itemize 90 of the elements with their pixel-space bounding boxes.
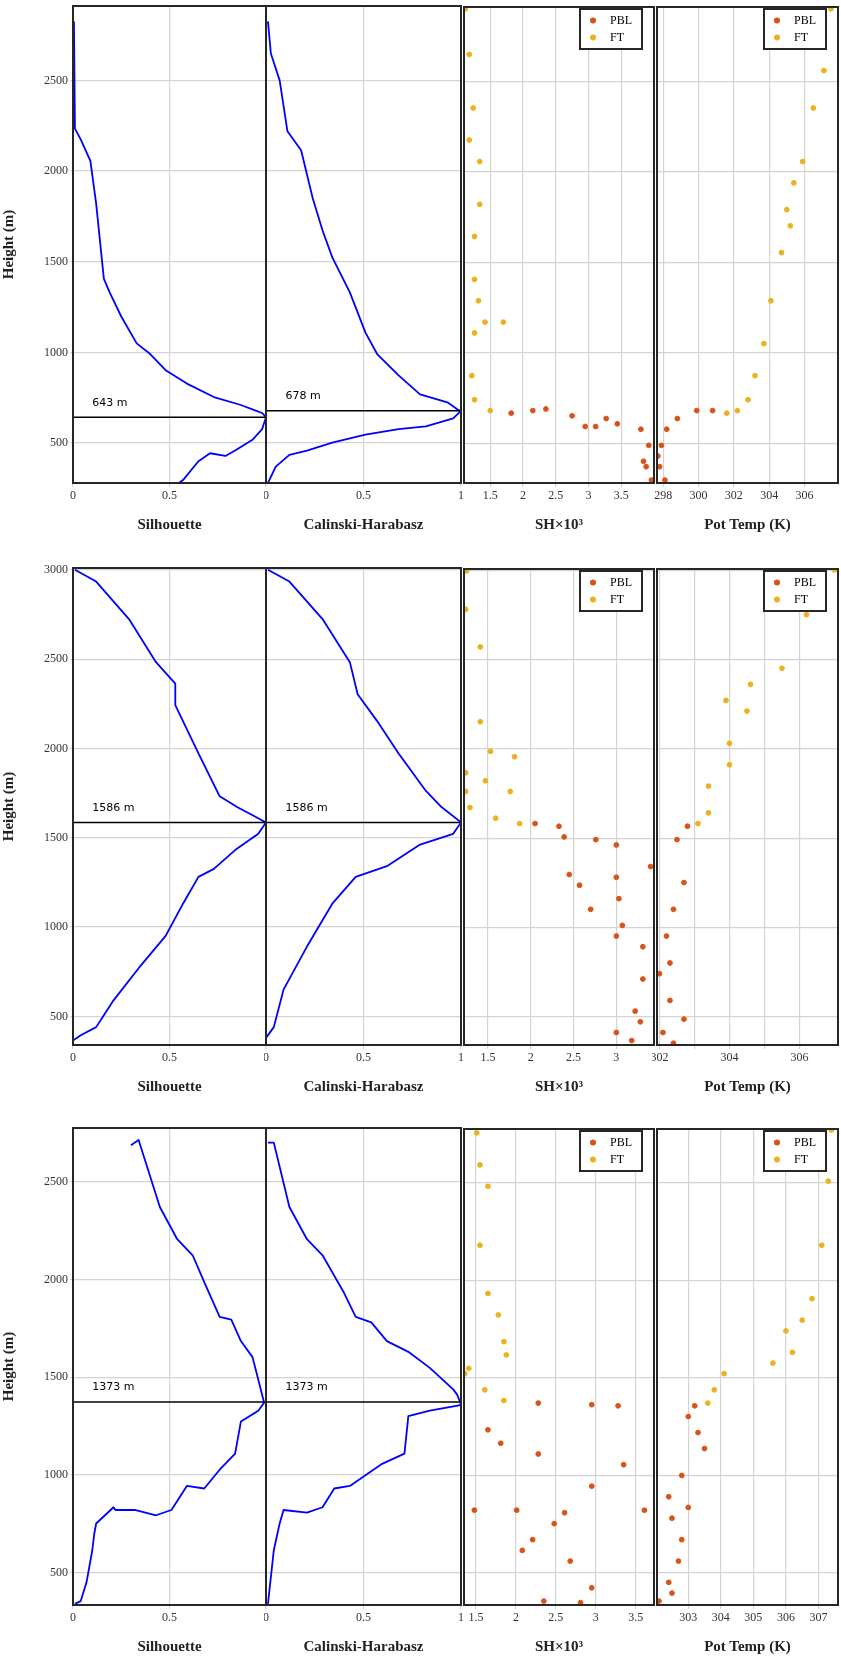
x-axis-title: SH×10³: [534, 515, 584, 532]
x-tick-label: 0.5: [162, 1050, 177, 1065]
x-tick-label: 306: [776, 1610, 795, 1625]
x-tick-label: 0.5: [162, 488, 177, 503]
y-axis-title: Height (m): [0, 1331, 17, 1402]
x-tick-label: 1: [458, 488, 464, 503]
legend-label: PBL: [793, 574, 817, 589]
x-axis-title: Calinski-Harabasz: [303, 1637, 424, 1654]
legend-label: PBL: [793, 1134, 817, 1149]
y-tick-label: 1000: [44, 919, 68, 934]
y-tick-label: 1000: [44, 344, 68, 359]
legend-label: FT: [609, 29, 625, 44]
x-tick-label: 0: [70, 488, 76, 503]
legend-label: FT: [609, 1151, 625, 1166]
x-axis-title: SH×10³: [534, 1637, 584, 1654]
ref-line-label: 1586 m: [92, 800, 135, 814]
y-tick-label: 500: [50, 1564, 68, 1579]
y-tick-label: 1500: [44, 1369, 68, 1384]
y-tick-label: 500: [50, 435, 68, 450]
x-tick-label: 1.5: [468, 1610, 484, 1625]
y-tick-label: 1500: [44, 253, 68, 268]
x-tick-label: 0: [70, 1050, 76, 1065]
x-axis-title: Pot Temp (K): [704, 1077, 791, 1095]
x-tick-label: 2: [527, 1050, 534, 1065]
y-tick-label: 2000: [44, 163, 68, 178]
y-tick-label: 3000: [44, 561, 68, 576]
ref-line-label: 678 m: [285, 389, 321, 403]
x-tick-label: 302: [724, 488, 743, 503]
ref-line-label: 1373 m: [92, 1380, 135, 1394]
ref-line-label: 643 m: [92, 395, 128, 409]
x-tick-label: 2: [519, 488, 526, 503]
y-axis-title: Height (m): [0, 209, 17, 280]
legend-label: PBL: [793, 12, 817, 27]
x-tick-label: 298: [654, 488, 673, 503]
x-tick-label: 3: [592, 1610, 599, 1625]
x-tick-label: 304: [720, 1050, 739, 1065]
x-tick-label: 2: [512, 1610, 519, 1625]
legend-label: FT: [793, 29, 809, 44]
x-tick-label: 304: [711, 1610, 730, 1625]
x-tick-label: 0.5: [356, 488, 371, 503]
x-tick-label: 1.5: [480, 1050, 496, 1065]
x-axis-title: Pot Temp (K): [704, 515, 791, 533]
x-tick-label: 1: [458, 1050, 464, 1065]
x-tick-label: 0: [70, 1610, 76, 1625]
legend-label: PBL: [609, 574, 633, 589]
y-tick-label: 2500: [44, 1173, 68, 1188]
ref-line-label: 1373 m: [285, 1380, 328, 1394]
x-axis-title: Calinski-Harabasz: [303, 515, 424, 532]
x-tick-label: 305: [744, 1610, 763, 1625]
x-tick-label: 0: [263, 1050, 269, 1065]
x-axis-title: Silhouette: [137, 1637, 202, 1654]
x-tick-label: 306: [790, 1050, 809, 1065]
x-axis-title: Pot Temp (K): [704, 1637, 791, 1655]
x-tick-label: 3: [585, 488, 592, 503]
y-tick-label: 2500: [44, 72, 68, 87]
x-tick-label: 307: [809, 1610, 828, 1625]
y-tick-label: 2000: [44, 1271, 68, 1286]
y-axis-title: Height (m): [0, 771, 17, 842]
y-tick-label: 2000: [44, 740, 68, 755]
x-tick-label: 3.5: [613, 488, 629, 503]
x-tick-label: 0.5: [162, 1610, 177, 1625]
y-tick-label: 500: [50, 1008, 68, 1023]
x-tick-label: 306: [795, 488, 814, 503]
ref-line-label: 1586 m: [285, 800, 328, 814]
x-tick-label: 304: [760, 488, 779, 503]
x-tick-label: 3: [613, 1050, 620, 1065]
x-axis-title: Silhouette: [137, 515, 202, 532]
x-axis-title: Calinski-Harabasz: [303, 1077, 424, 1094]
x-tick-label: 300: [689, 488, 708, 503]
x-tick-label: 2.5: [566, 1050, 582, 1065]
y-tick-label: 2500: [44, 651, 68, 666]
x-axis-title: SH×10³: [534, 1077, 584, 1094]
x-tick-label: 0: [263, 1610, 269, 1625]
legend-label: PBL: [609, 12, 633, 27]
x-tick-label: 1: [458, 1610, 464, 1625]
x-tick-label: 0.5: [356, 1050, 371, 1065]
y-tick-label: 1000: [44, 1467, 68, 1482]
x-tick-label: 303: [679, 1610, 698, 1625]
legend-label: PBL: [609, 1134, 633, 1149]
x-axis-title: Silhouette: [137, 1077, 202, 1094]
y-tick-label: 1500: [44, 829, 68, 844]
x-tick-label: 2.5: [548, 488, 564, 503]
legend-label: FT: [609, 591, 625, 606]
x-tick-label: 2.5: [548, 1610, 564, 1625]
legend-label: FT: [793, 1151, 809, 1166]
legend-label: FT: [793, 591, 809, 606]
x-tick-label: 0.5: [356, 1610, 371, 1625]
x-tick-label: 0: [263, 488, 269, 503]
x-tick-label: 1.5: [482, 488, 498, 503]
x-tick-label: 3.5: [628, 1610, 644, 1625]
